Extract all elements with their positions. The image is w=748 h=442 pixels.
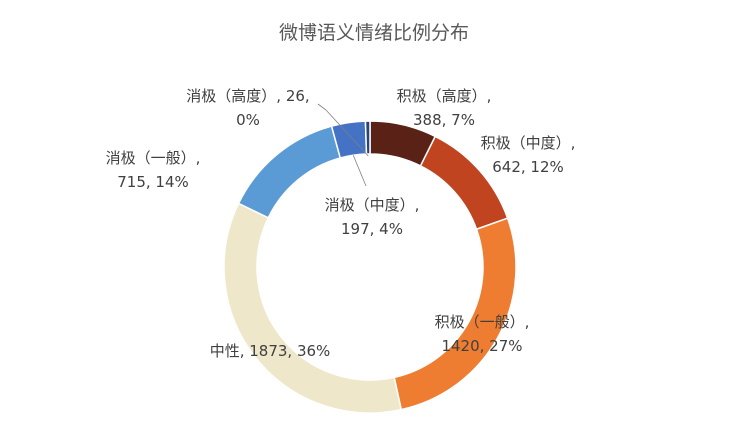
slice-label-2-line1: 积极（一般）, xyxy=(435,313,530,331)
slice-6 xyxy=(364,120,371,155)
slice-label-4-line2: 715, 14% xyxy=(117,173,189,191)
slice-label-4-line1: 消极（一般）, xyxy=(106,149,201,167)
leader-lines-group xyxy=(317,103,369,187)
leader-line-6 xyxy=(317,103,369,157)
slice-label-1-line2: 642, 12% xyxy=(492,158,564,176)
slice-label-5-line2: 197, 4% xyxy=(341,220,403,238)
slice-label-6-line1: 消极（高度）, 26, xyxy=(186,87,309,105)
slice-label-0-line1: 积极（高度）, xyxy=(397,87,492,105)
slice-label-3-line1: 中性, 1873, 36% xyxy=(210,342,331,360)
slice-label-2-line2: 1420, 27% xyxy=(441,337,522,355)
slice-label-5-line1: 消极（中度）, xyxy=(325,196,420,214)
chart-title: 微博语义情绪比例分布 xyxy=(278,22,469,44)
leader-line-5 xyxy=(352,155,367,187)
slice-label-0-line2: 388, 7% xyxy=(413,111,475,129)
slice-label-1-line1: 积极（中度）, xyxy=(481,134,576,152)
labels-group: 积极（高度）, 388, 7% 积极（中度）, 642, 12% 积极（一般）, 1420… xyxy=(106,87,576,360)
slice-label-6-line2: 0% xyxy=(236,111,260,129)
slices-group xyxy=(223,120,517,414)
